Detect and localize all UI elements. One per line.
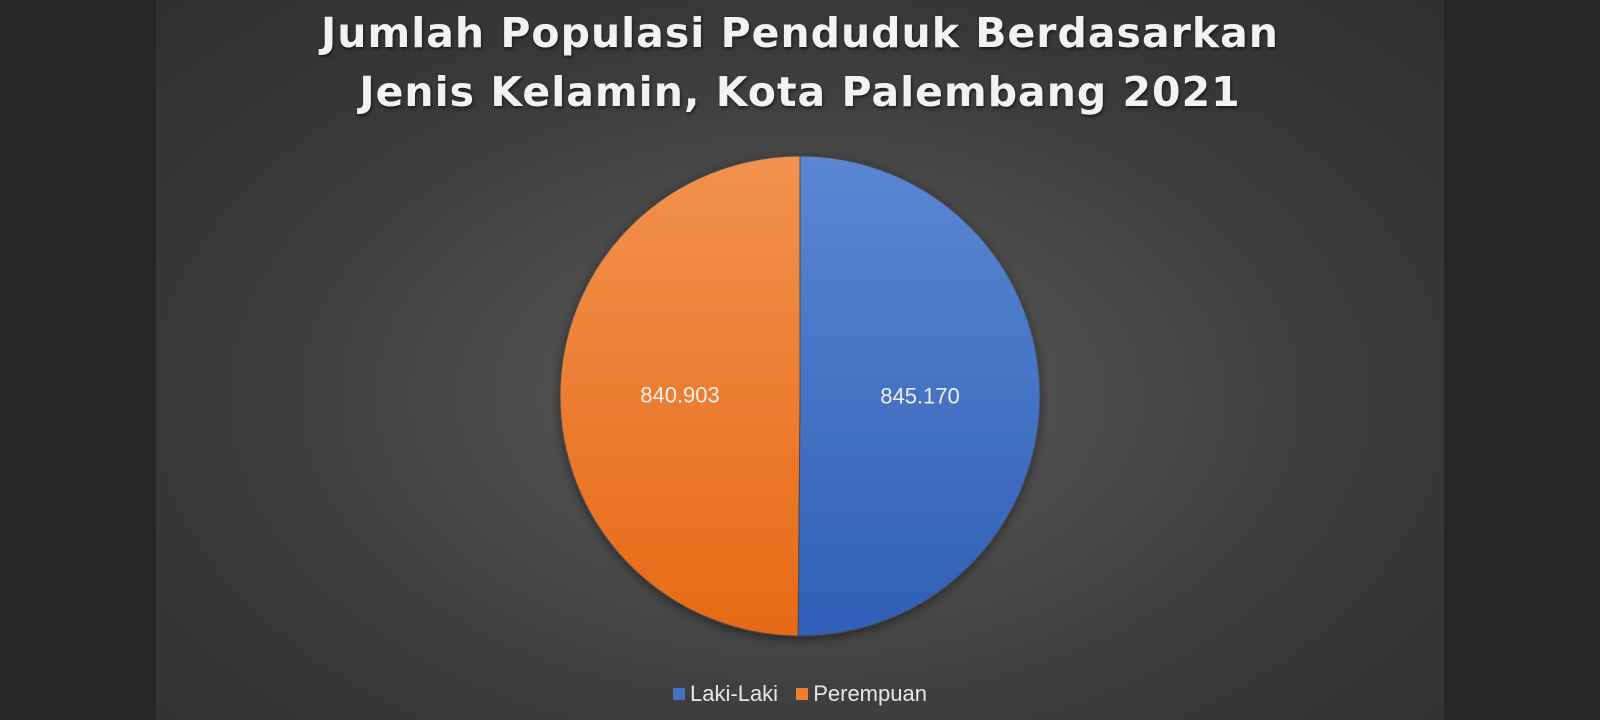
chart-title-line-2: Jenis Kelamin, Kota Palembang 2021 <box>359 68 1241 116</box>
legend-label-perempuan: Perempuan <box>813 681 927 706</box>
chart-title-line-1: Jumlah Populasi Penduduk Berdasarkan <box>321 9 1279 57</box>
chart-title: Jumlah Populasi Penduduk Berdasarkan Jen… <box>156 4 1444 122</box>
legend-item-perempuan: Perempuan <box>796 681 927 707</box>
pie-chart: 845.170 840.903 <box>559 155 1041 637</box>
data-label-laki-laki: 845.170 <box>880 383 960 408</box>
pie-slice-laki-laki <box>797 155 1041 637</box>
data-label-perempuan: 840.903 <box>640 383 720 408</box>
chart-legend: Laki-Laki Perempuan <box>156 680 1444 707</box>
legend-item-laki-laki: Laki-Laki <box>673 681 778 707</box>
pie-slice-perempuan <box>559 155 801 637</box>
chart-area: Jumlah Populasi Penduduk Berdasarkan Jen… <box>156 0 1444 720</box>
legend-label-laki-laki: Laki-Laki <box>690 681 779 706</box>
legend-swatch-perempuan <box>796 688 809 700</box>
legend-swatch-laki-laki <box>673 688 686 700</box>
